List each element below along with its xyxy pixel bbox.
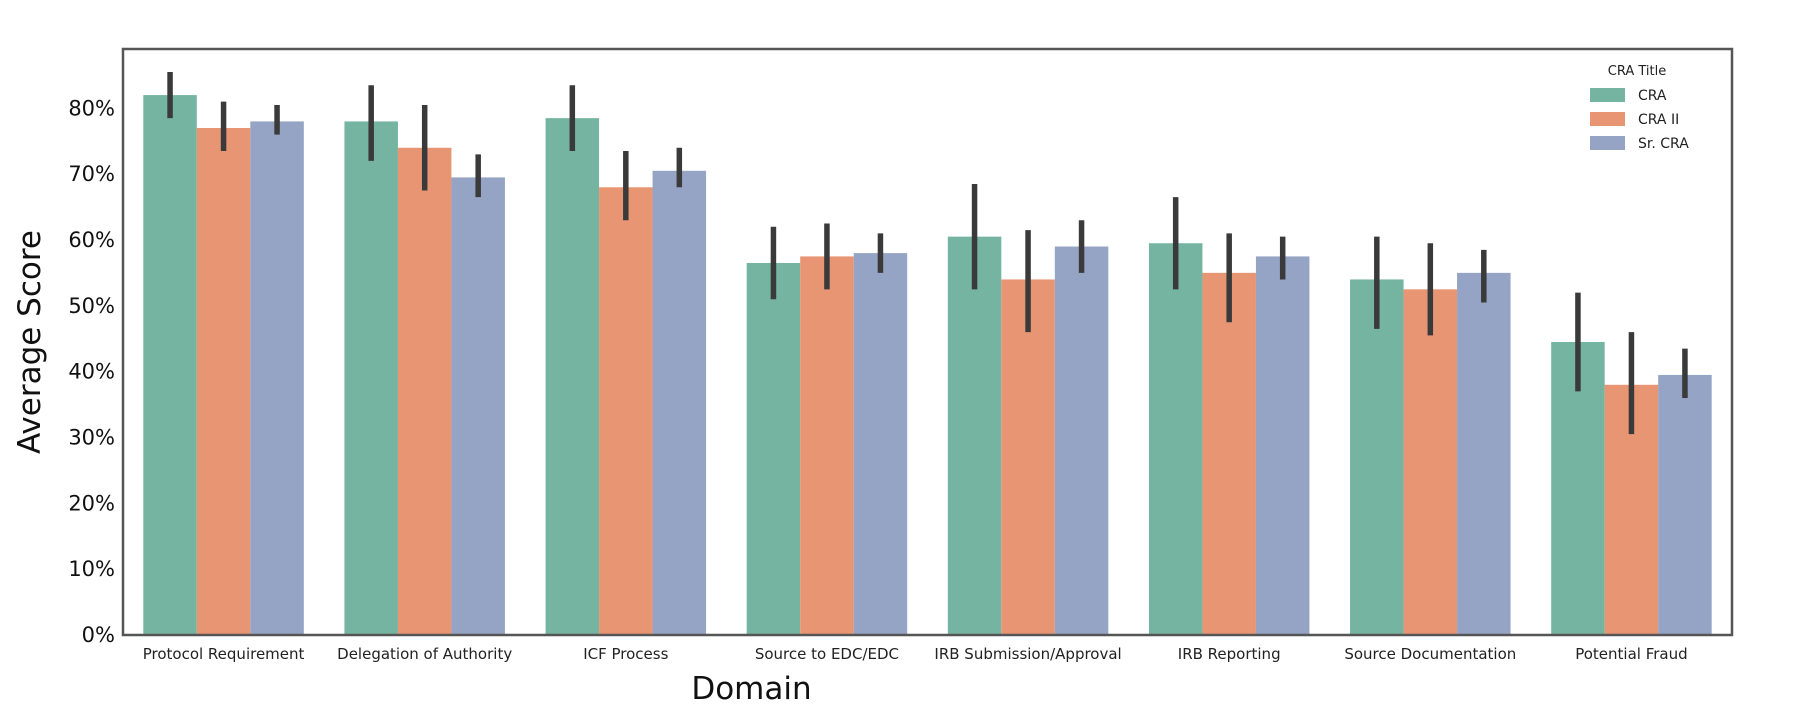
x-category-labels: Protocol Requirement Delegation of Author… [143, 645, 1688, 663]
legend-swatch [1590, 88, 1625, 102]
bar-cra-5 [1148, 243, 1203, 635]
legend-title: CRA Title [1608, 64, 1666, 79]
y-tick-label: 20% [68, 491, 115, 515]
bar-cra-ii-0 [196, 128, 251, 635]
bar-cra-ii-1 [397, 147, 452, 635]
bar-cra-2 [545, 118, 600, 636]
x-axis-title: Domain [691, 671, 811, 707]
bar-sr-cra-5 [1255, 256, 1310, 635]
x-tick-label: Protocol Requirement [143, 645, 305, 663]
x-tick-label: Source Documentation [1344, 645, 1516, 663]
y-tick-label: 40% [68, 360, 115, 384]
y-tick-label: 80% [68, 96, 115, 120]
plot-frame [121, 47, 1734, 637]
y-axis-title: Average Score [12, 230, 48, 454]
legend-label: CRA II [1638, 112, 1679, 128]
y-tick-label: 0% [82, 623, 115, 647]
y-tick-label: 10% [68, 557, 115, 581]
bar-sr-cra-0 [250, 121, 304, 636]
bar-cra-ii-3 [800, 256, 854, 635]
legend-swatch [1590, 112, 1625, 126]
y-tick-label: 50% [68, 294, 115, 318]
y-tick-label: 70% [68, 162, 115, 186]
x-tick-label: Potential Fraud [1575, 645, 1687, 663]
x-tick-label: Delegation of Authority [337, 645, 512, 663]
bar-cra-ii-6 [1403, 289, 1458, 635]
bar-sr-cra-2 [652, 170, 707, 635]
x-tick-label: IRB Submission/Approval [934, 645, 1121, 663]
bar-cra-4 [947, 236, 1002, 636]
bar-cra-ii-4 [1001, 279, 1055, 635]
bar-sr-cra-6 [1457, 272, 1511, 635]
bar-sr-cra-7 [1658, 374, 1712, 635]
error-bars-layer [167, 72, 1688, 435]
bar-cra-ii-5 [1202, 272, 1256, 635]
legend-swatch [1590, 136, 1625, 150]
bar-sr-cra-3 [853, 253, 908, 635]
legend-items: CRA CRA II Sr. CRA [1590, 88, 1689, 152]
bar-cra-3 [746, 262, 801, 635]
y-tick-labels: 0% 10% 20% 30% 40% 50% 60% 70% 80% [68, 96, 115, 647]
bar-sr-cra-4 [1054, 246, 1109, 636]
bar-cra-1 [344, 121, 398, 636]
x-tick-label: ICF Process [583, 645, 668, 663]
x-tick-label: Source to EDC/EDC [755, 645, 899, 663]
x-tick-label: IRB Reporting [1178, 645, 1281, 663]
legend: CRA Title CRA CRA II Sr. CRA [1590, 64, 1689, 152]
y-tick-label: 30% [68, 425, 115, 449]
bar-cra-6 [1350, 279, 1404, 635]
y-tick-label: 60% [68, 228, 115, 252]
legend-label: CRA [1638, 88, 1667, 104]
bar-cra-0 [143, 95, 197, 635]
legend-label: Sr. CRA [1638, 136, 1689, 152]
bars-layer [143, 95, 1712, 636]
bar-sr-cra-1 [451, 177, 505, 636]
bar-cra-ii-2 [599, 187, 653, 636]
